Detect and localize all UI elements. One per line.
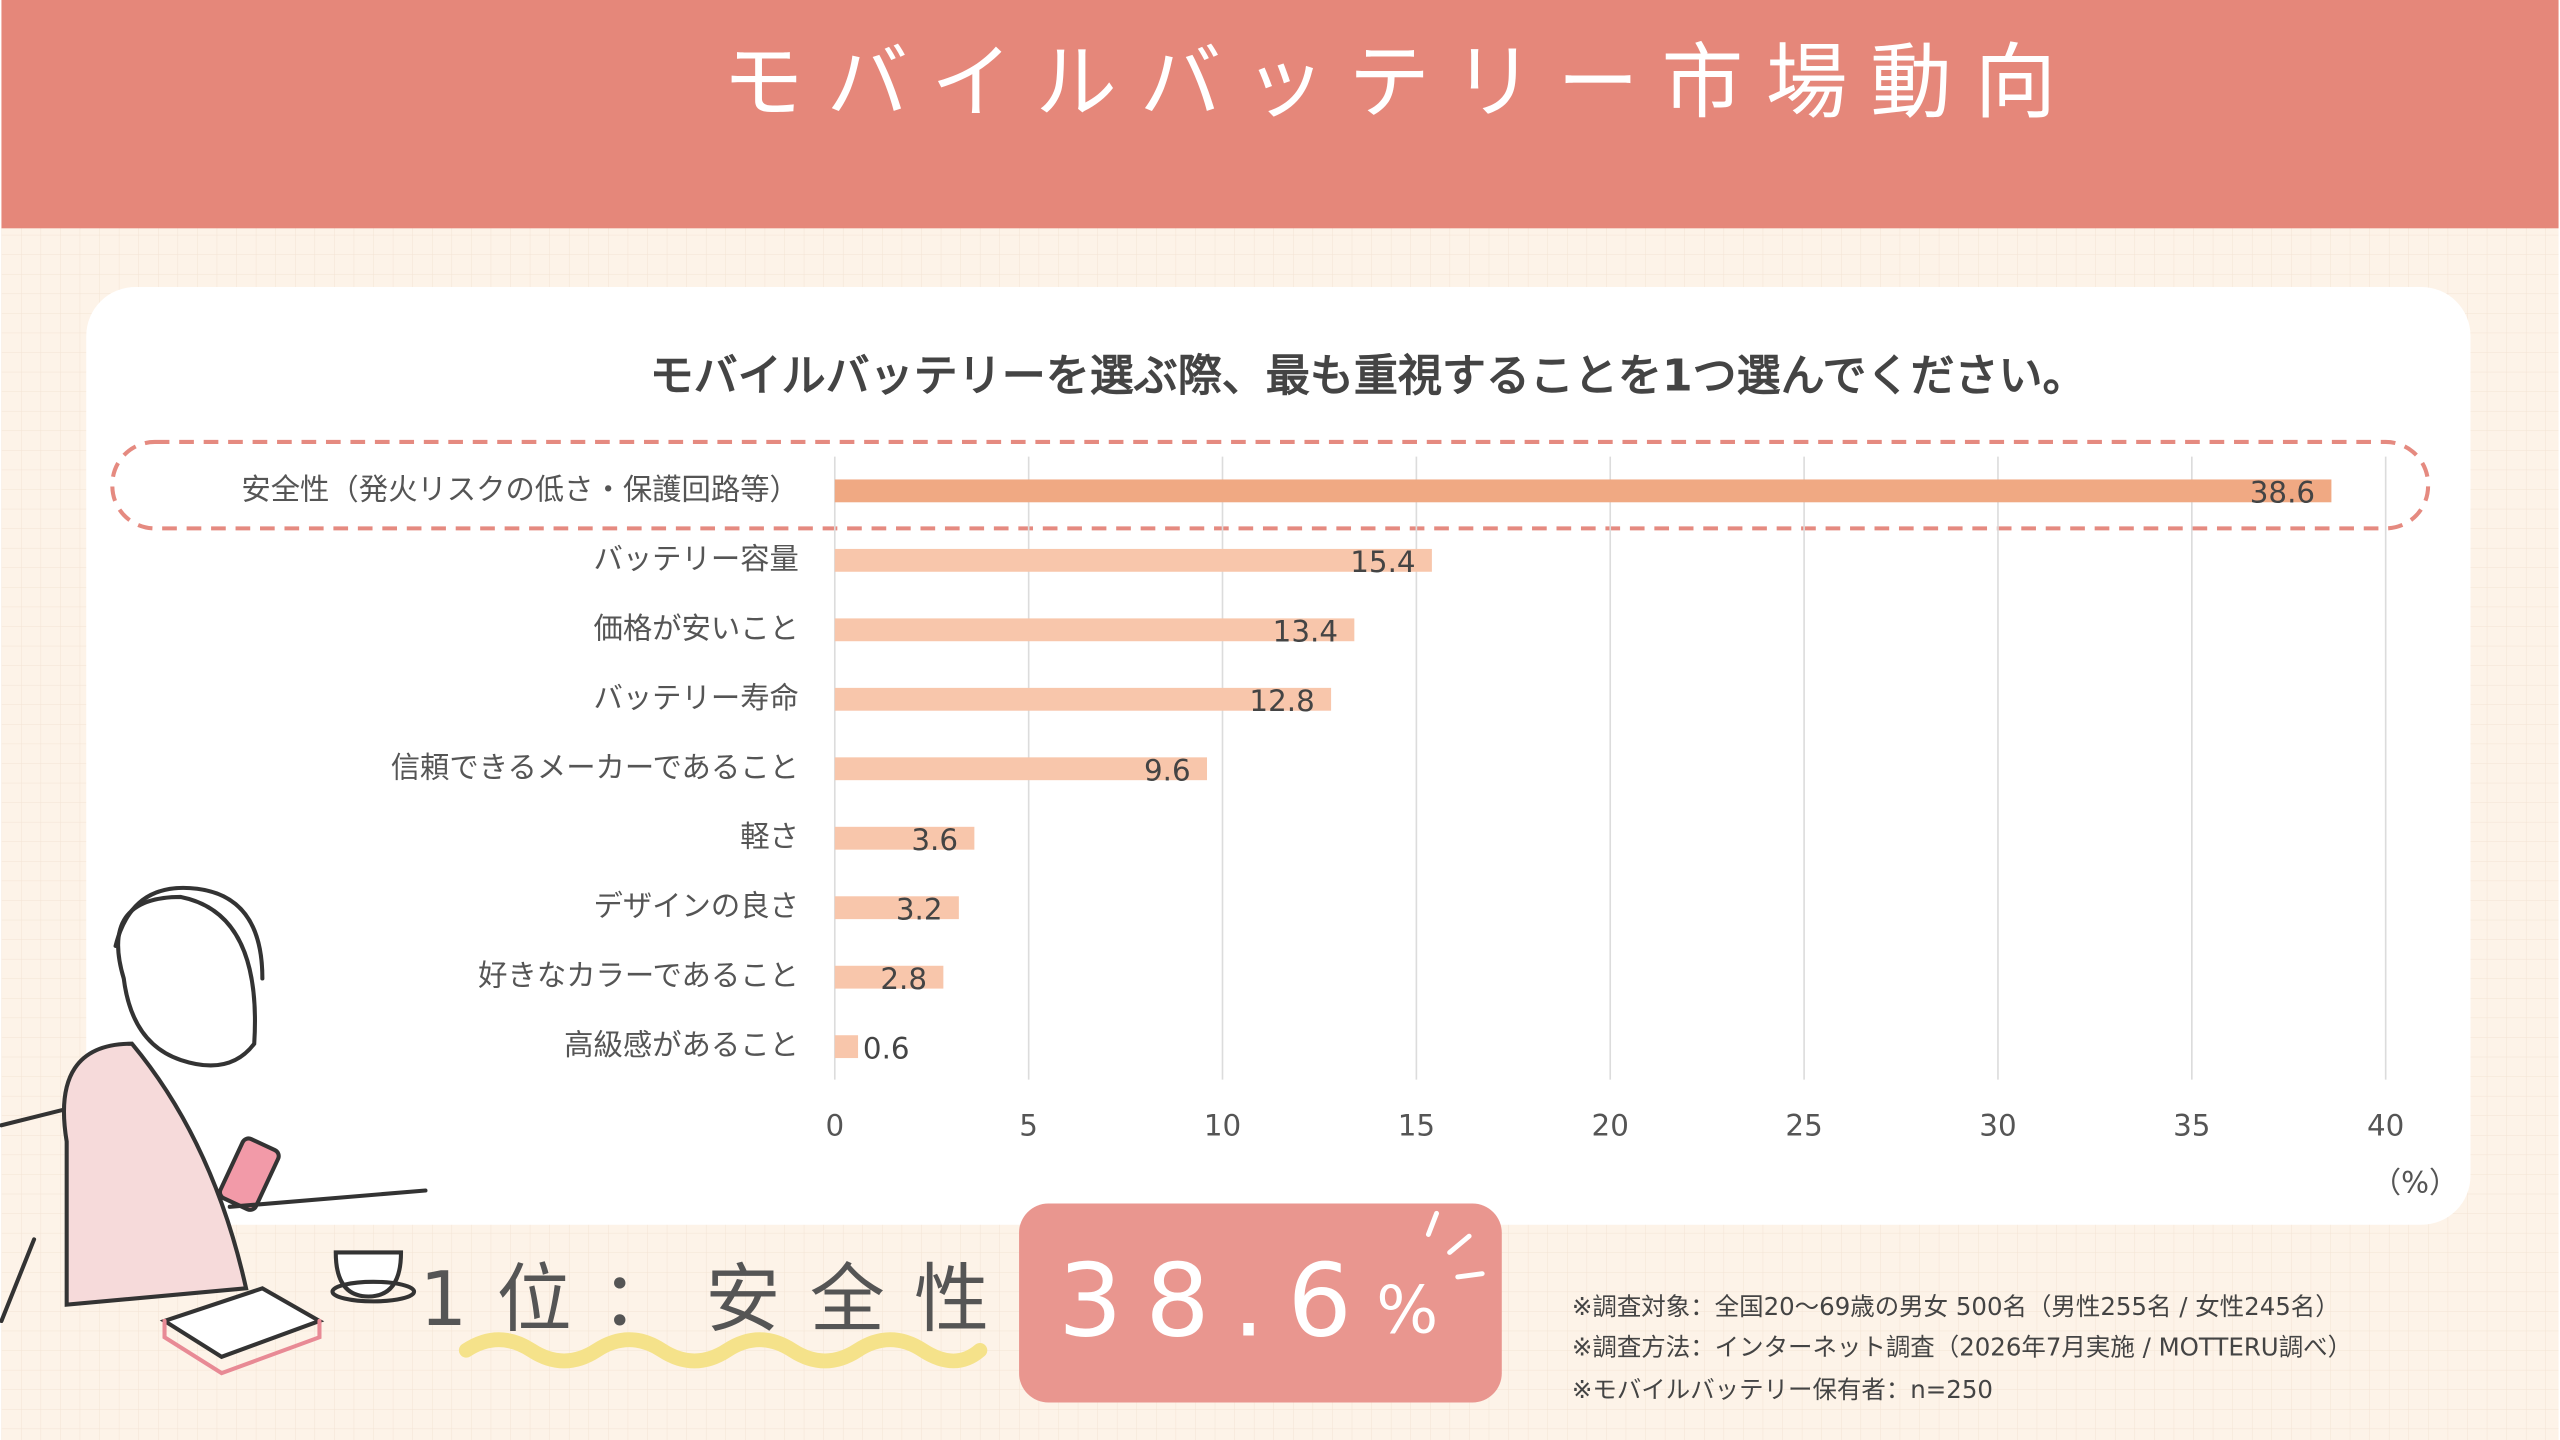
value-label: 12.8 — [1249, 684, 1314, 718]
y-tick-label: 安全性（発火リスクの低さ・保護回路等） — [241, 472, 799, 506]
sparkle — [1425, 1210, 1485, 1280]
bar — [834, 1035, 859, 1059]
x-tick-label: 5 — [1019, 1108, 1038, 1142]
bar — [834, 826, 975, 850]
bar — [834, 965, 944, 989]
bar — [834, 896, 959, 920]
plot: 0 5 10 15 20 25 30 35 40 安全性（発火リスクの低さ・保護回路等） 38.6 バ… — [241, 456, 2404, 1142]
highlight-box — [1019, 1203, 1502, 1403]
value-label: 3.2 — [896, 892, 943, 926]
bar — [834, 548, 1432, 572]
value-label: 13.4 — [1273, 615, 1338, 649]
x-tick-label: 15 — [1398, 1108, 1435, 1142]
x-tick-label: 40 — [2367, 1108, 2404, 1142]
rank-label: 1位：安全性 — [420, 1255, 1019, 1343]
note: ※調査対象：全国20〜69歳の男女 500名（男性255名 / 女性245名） — [1572, 1292, 2340, 1321]
y-tick-label: 高級感があること — [564, 1028, 799, 1062]
highlight-outline — [110, 439, 2431, 531]
header-title: モバイルバッテリー市場動向 — [722, 36, 2079, 131]
illustration — [0, 885, 428, 1376]
value-label: 9.6 — [1144, 754, 1191, 788]
x-axis-label: （%） — [2372, 1165, 2459, 1199]
bar — [834, 757, 1208, 781]
value-label: 15.4 — [1350, 545, 1415, 579]
y-tick-label: 軽さ — [740, 820, 799, 854]
x-tick-label: 25 — [1785, 1108, 1822, 1142]
header-band — [1, 0, 2559, 229]
y-tick-label: 価格が安いこと — [593, 611, 798, 645]
bar — [834, 479, 2332, 503]
value-label: 2.8 — [880, 962, 927, 996]
x-tick-label: 0 — [825, 1108, 844, 1142]
bar — [834, 687, 1332, 711]
note: ※モバイルバッテリー保有者：n=250 — [1572, 1375, 1993, 1404]
x-tick-label: 30 — [1979, 1108, 2016, 1142]
note: ※調査方法：インターネット調査（2026年7月実施 / MOTTERU調べ） — [1572, 1333, 2352, 1362]
highlight-unit: % — [1376, 1272, 1438, 1348]
value-label: 3.6 — [911, 823, 958, 857]
x-tick-label: 35 — [2173, 1108, 2210, 1142]
value-label: 38.6 — [2250, 476, 2315, 510]
y-tick-label: 好きなカラーであること — [478, 959, 799, 993]
rank-underline — [458, 1332, 988, 1369]
chart-card — [86, 287, 2471, 1225]
chart-title: モバイルバッテリーを選ぶ際、最も重視することを1つ選んでください。 — [650, 350, 2087, 401]
y-tick-label: バッテリー容量 — [593, 542, 798, 576]
y-tick-label: デザインの良さ — [593, 889, 798, 923]
value-label: 0.6 — [863, 1031, 910, 1065]
highlight-value: 38.6 — [1058, 1242, 1374, 1360]
bar — [834, 618, 1355, 642]
x-tick-label: 20 — [1592, 1108, 1629, 1142]
y-tick-label: 信頼できるメーカーであること — [391, 750, 799, 784]
x-tick-label: 10 — [1204, 1108, 1241, 1142]
y-tick-label: バッテリー寿命 — [593, 681, 798, 715]
